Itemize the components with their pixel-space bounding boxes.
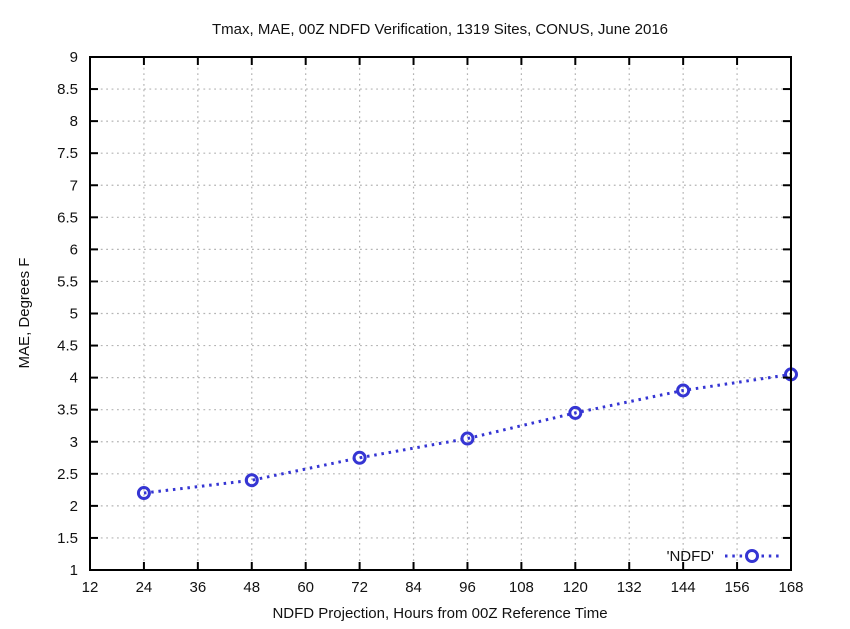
y-tick-label: 1.5 xyxy=(57,530,78,547)
x-tick-label: 36 xyxy=(190,579,207,596)
series-line xyxy=(143,372,792,495)
y-tick-label: 8 xyxy=(70,113,78,130)
x-tick-label: 156 xyxy=(725,579,750,596)
x-tick-label: 168 xyxy=(778,579,803,596)
y-tick-label: 6 xyxy=(70,241,78,258)
x-tick-label: 84 xyxy=(405,579,422,596)
x-tick-label: 48 xyxy=(243,579,260,596)
y-tick-label: 4.5 xyxy=(57,338,78,355)
axis-layer: 12 24 36 48 60 72 84 96 108 120 132 144 156 16811.522… xyxy=(57,49,803,596)
legend: 'NDFD' xyxy=(667,548,779,565)
legend-sample-marker xyxy=(745,549,759,563)
plot-border xyxy=(89,56,792,571)
y-tick-label: 1 xyxy=(70,562,78,579)
y-tick-label: 5.5 xyxy=(57,273,78,290)
chart-title: Tmax, MAE, 00Z NDFD Verification, 1319 S… xyxy=(212,21,668,38)
legend-label: 'NDFD' xyxy=(667,548,715,565)
y-axis-label: MAE, Degrees F xyxy=(16,258,33,369)
series-layer xyxy=(136,367,798,501)
x-tick-label: 72 xyxy=(351,579,368,596)
grid-layer xyxy=(90,57,791,570)
x-tick-label: 96 xyxy=(459,579,476,596)
x-tick-label: 132 xyxy=(617,579,642,596)
y-tick-label: 5 xyxy=(70,306,78,323)
y-tick-label: 3 xyxy=(70,434,78,451)
y-tick-label: 7 xyxy=(70,177,78,194)
y-tick-label: 2 xyxy=(70,498,78,515)
x-tick-label: 120 xyxy=(563,579,588,596)
legend-sample xyxy=(725,549,779,563)
y-tick-label: 6.5 xyxy=(57,209,78,226)
y-tick-label: 3.5 xyxy=(57,402,78,419)
data-point-marker xyxy=(352,450,367,465)
y-tick-label: 2.5 xyxy=(57,466,78,483)
y-tick-label: 7.5 xyxy=(57,145,78,162)
x-tick-label: 24 xyxy=(136,579,153,596)
x-tick-label: 108 xyxy=(509,579,534,596)
y-tick-label: 9 xyxy=(70,49,78,66)
y-tick-label: 4 xyxy=(70,370,78,387)
x-tick-label: 144 xyxy=(671,579,696,596)
data-point-marker xyxy=(460,431,475,446)
data-point-marker xyxy=(676,383,691,398)
data-point-marker xyxy=(136,486,151,501)
x-axis-label: NDFD Projection, Hours from 00Z Referenc… xyxy=(272,605,607,622)
y-tick-label: 8.5 xyxy=(57,81,78,98)
data-point-marker xyxy=(244,473,259,488)
x-tick-label: 12 xyxy=(82,579,99,596)
data-point-marker xyxy=(568,405,583,420)
x-tick-label: 60 xyxy=(297,579,314,596)
